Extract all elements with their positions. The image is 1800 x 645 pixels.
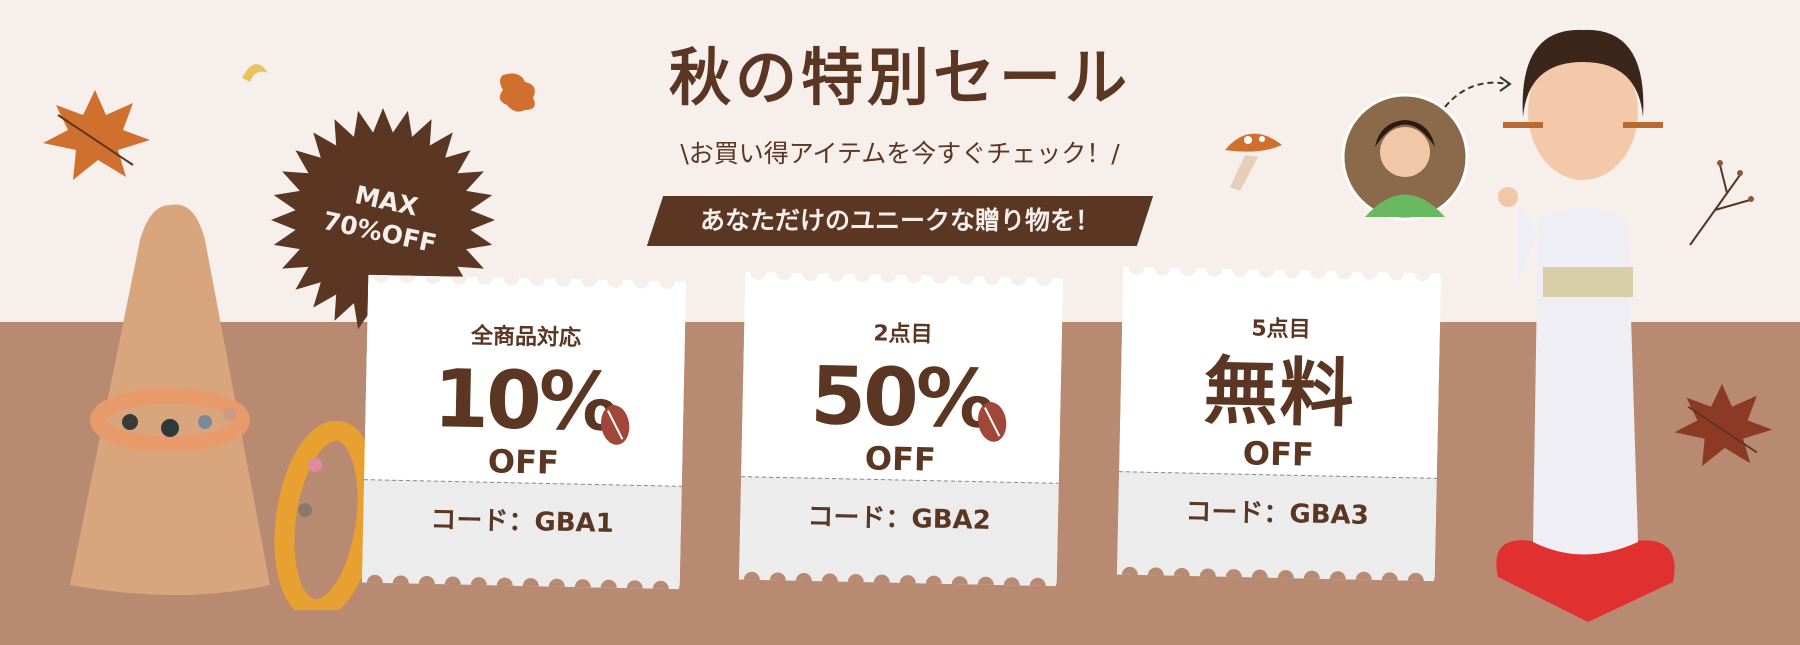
ticket-edge-bottom [1121, 566, 1442, 582]
coupon-value: 10% [432, 352, 617, 449]
branch-icon [1689, 160, 1754, 246]
ticket-edge-bottom [743, 571, 1064, 587]
coupon-card[interactable]: 2点目 50% OFF コード：GBA2 [738, 271, 1064, 587]
coupon-value: 50% [809, 349, 994, 446]
maple-leaf-icon [1674, 383, 1773, 467]
ticket-stub [1116, 471, 1437, 582]
coupon-code[interactable]: コード：GBA3 [1185, 497, 1370, 531]
mushroom-icon [1225, 133, 1282, 191]
coupon-code[interactable]: コード：GBA2 [807, 502, 992, 536]
customer-photo [1341, 93, 1469, 221]
ticket-edge-top [1128, 266, 1442, 282]
subtitle: \お買い得アイテムを今すぐチェック！/ [680, 139, 1120, 168]
ginkgo-leaf-icon [242, 64, 268, 82]
ticket-stub [738, 476, 1059, 587]
coupon-card[interactable]: 5点目 無料 OFF コード：GBA3 [1116, 266, 1442, 582]
tagline-ribbon: あなただけのユニークな贈り物を！ [646, 196, 1154, 246]
coupon-code[interactable]: コード：GBA1 [430, 505, 615, 539]
coupon-off: OFF [864, 439, 937, 479]
coupon-value: 無料 [1202, 348, 1357, 438]
ticket-edge-top [750, 271, 1064, 287]
page-title: 秋の特別セール [668, 41, 1131, 114]
maple-leaf-icon [43, 90, 150, 180]
ticket-edge-bottom [366, 574, 687, 590]
coupon-off: OFF [1242, 434, 1315, 474]
ticket-stub [361, 479, 682, 590]
arrow-icon [1444, 76, 1512, 108]
ticket-edge-top [373, 274, 687, 290]
oak-leaf-icon [499, 73, 535, 112]
tagline-text: あなただけのユニークな贈り物を！ [699, 206, 1100, 235]
bobblehead-figure-image [1496, 29, 1675, 622]
coupon-off: OFF [487, 442, 560, 482]
ring-product-image [70, 204, 378, 610]
ticket-body [1118, 266, 1442, 479]
starburst-shape [271, 108, 495, 332]
starburst-badge [271, 108, 495, 332]
coupon-card[interactable]: 全商品対応 10% OFF コード：GBA1 [361, 274, 687, 590]
